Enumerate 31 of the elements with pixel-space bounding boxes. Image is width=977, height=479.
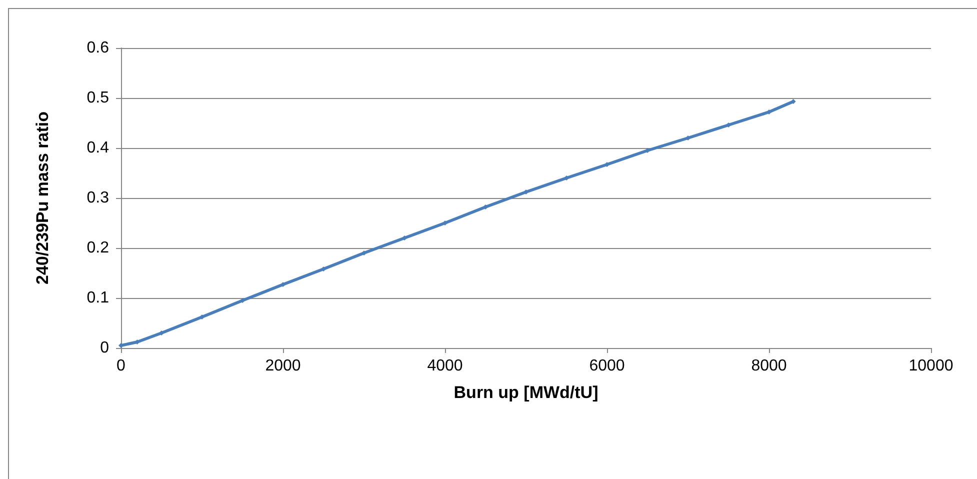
y-tick-label: 0.1	[86, 290, 110, 306]
x-tick-label: 10000	[908, 358, 954, 374]
y-tick-label: 0.4	[86, 140, 110, 156]
point	[726, 122, 731, 128]
x-tick-label: 4000	[427, 358, 463, 374]
x-tick-label: 8000	[751, 358, 787, 374]
point	[159, 330, 164, 336]
point	[564, 176, 569, 180]
y-tick-label: 0	[100, 340, 110, 356]
point	[200, 314, 204, 320]
x-axis-title: Burn up [MWd/tU]	[454, 383, 598, 402]
point	[402, 236, 407, 240]
point	[280, 282, 286, 287]
point	[604, 162, 610, 167]
y-tick-label: 0.5	[86, 90, 110, 106]
x-tick-label: 6000	[589, 358, 625, 374]
point	[790, 99, 796, 104]
point	[645, 148, 650, 153]
y-tick-label: 0.3	[86, 190, 110, 206]
x-tick-label: 0	[116, 358, 126, 374]
point	[524, 190, 528, 194]
point	[686, 136, 690, 140]
point	[321, 266, 326, 272]
point	[442, 220, 448, 226]
y-tick-label: 0.6	[86, 40, 110, 56]
point	[483, 204, 488, 210]
point	[362, 250, 366, 256]
y-axis-title: 240/239Pu mass ratio	[33, 112, 52, 284]
x-tick-label: 2000	[265, 358, 301, 374]
point	[240, 298, 245, 303]
y-tick-label: 0.2	[86, 240, 110, 256]
